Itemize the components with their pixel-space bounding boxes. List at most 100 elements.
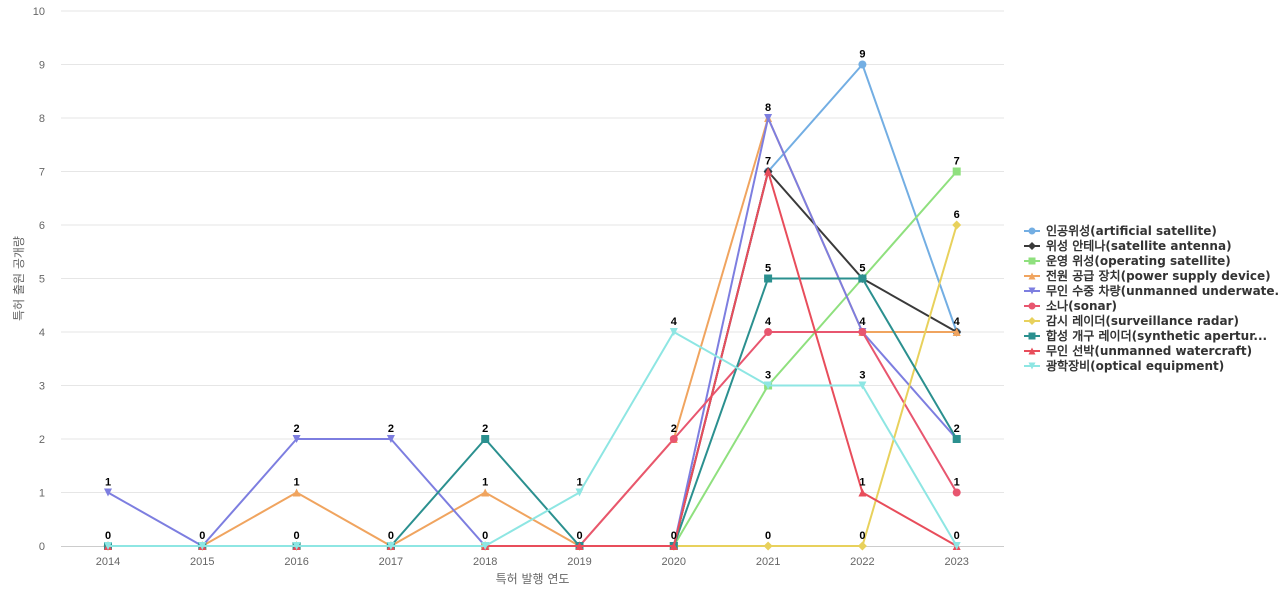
data-label: 1 [576,477,582,489]
data-label: 2 [482,423,488,435]
data-label: 0 [199,530,205,542]
y-tick-label: 2 [39,434,45,446]
data-label: 5 [859,263,865,275]
data-label: 0 [576,530,582,542]
data-label: 4 [859,316,866,328]
data-label: 0 [671,530,677,542]
x-axis-title: 특허 발행 연도 [496,571,570,586]
legend-label: 위성 안테나(satellite antenna) [1046,238,1232,253]
data-point [764,114,773,122]
y-tick-label: 10 [33,6,45,18]
legend-item[interactable]: 감시 레이더(surveillance radar) [1024,313,1239,328]
data-label: 1 [482,477,488,489]
data-label: 2 [294,423,300,435]
data-point [386,435,395,443]
y-tick-label: 8 [39,113,45,125]
data-point [481,488,490,497]
data-point [198,542,207,550]
data-label: 7 [954,156,960,168]
data-label: 0 [765,530,771,542]
data-label: 9 [859,49,865,61]
data-label: 0 [294,530,300,542]
legend-item[interactable]: 운영 위성(operating satellite) [1024,253,1231,268]
data-point [952,167,961,176]
data-point [292,435,301,443]
gridlines [61,10,1004,493]
data-point [669,435,678,443]
y-tick-label: 4 [39,327,45,339]
data-point [952,488,961,497]
data-point [763,541,773,551]
series-line [108,170,958,547]
x-tick-label: 2019 [567,556,591,568]
legend-item[interactable]: 무인 수중 차량(unmanned underwate... [1024,283,1280,298]
legend-item[interactable]: 소나(sonar) [1024,298,1117,313]
series-line [108,277,958,547]
data-point [481,542,490,550]
series-line [108,331,958,547]
x-tick-label: 2017 [379,556,403,568]
data-point [858,328,867,336]
data-label: 1 [859,477,865,489]
data-point [575,488,584,497]
legend: 인공위성(artificial satellite)위성 안테나(satelli… [1024,223,1280,373]
legend-item[interactable]: 합성 개구 레이더(synthetic apertur... [1024,328,1267,343]
data-point [764,274,773,283]
legend-item[interactable]: 광학장비(optical equipment) [1024,358,1224,373]
x-tick-label: 2021 [756,556,780,568]
series-line [108,170,958,547]
legend-item[interactable]: 무인 선박(unmanned watercraft) [1024,343,1252,358]
legend-label: 무인 선박(unmanned watercraft) [1046,343,1252,358]
x-tick-label: 2016 [284,556,308,568]
series-line [108,170,958,547]
legend-marker [1028,272,1036,280]
legend-item[interactable]: 인공위성(artificial satellite) [1024,223,1217,238]
legend-label: 운영 위성(operating satellite) [1046,253,1231,268]
legend-label: 감시 레이더(surveillance radar) [1046,313,1239,328]
legend-label: 인공위성(artificial satellite) [1046,223,1217,238]
y-tick-label: 9 [39,60,45,72]
y-tick-label: 3 [39,381,45,393]
series-9 [104,328,961,550]
legend-marker [1028,287,1036,295]
data-label: 4 [671,316,678,328]
x-tick-label: 2023 [944,556,968,568]
x-axis-ticks: 2014 2015 2016 2017 2018 2019 2020 2021 2022 2023 [96,556,969,568]
data-point [669,328,678,336]
data-point [764,167,773,176]
legend-item[interactable]: 전원 공급 장치(power supply device) [1024,268,1271,283]
data-point [858,274,867,283]
series-0 [104,60,961,550]
data-point [764,328,773,336]
x-tick-label: 2015 [190,556,214,568]
y-tick-label: 1 [39,488,45,500]
data-label: 3 [859,370,865,382]
data-label: 4 [765,316,772,328]
data-label: 0 [388,530,394,542]
data-labels: 1 0 0 2 1 0 2 0 2 1 0 1 0 4 2 0 8 7 5 4 3 0 9 5 4 3 1 0 7 6 4 2 1 0 [105,49,961,543]
data-point [858,60,867,69]
data-label: 6 [954,209,960,221]
x-tick-label: 2018 [473,556,497,568]
y-tick-label: 7 [39,167,45,179]
data-label: 1 [954,477,960,489]
legend-item[interactable]: 위성 안테나(satellite antenna) [1024,238,1232,253]
legend-marker [1028,227,1036,235]
data-label: 3 [765,370,771,382]
data-label: 1 [105,477,111,489]
data-point [292,542,301,550]
x-tick-label: 2014 [96,556,120,568]
data-label: 2 [388,423,394,435]
data-label: 2 [954,423,960,435]
data-point [764,381,773,390]
data-point [104,542,112,550]
data-point [952,435,961,443]
legend-label: 무인 수중 차량(unmanned underwate... [1046,283,1280,298]
y-tick-label: 0 [39,541,45,553]
data-label: 8 [765,102,771,114]
data-label: 4 [954,316,961,328]
data-point [952,220,962,230]
data-label: 0 [482,530,488,542]
y-tick-label: 5 [39,274,45,286]
